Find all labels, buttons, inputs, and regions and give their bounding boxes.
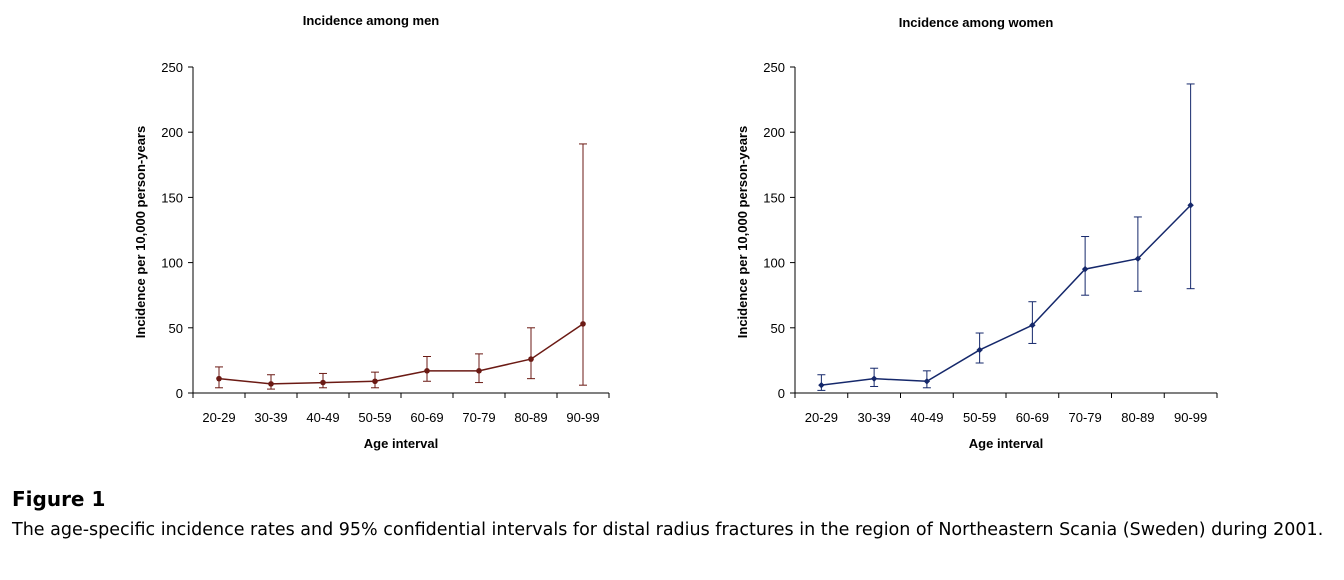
x-tick-label: 90-99	[1174, 410, 1207, 425]
x-tick-label: 80-89	[1121, 410, 1154, 425]
x-tick-label: 40-49	[306, 410, 339, 425]
x-axis-label: Age interval	[364, 436, 438, 451]
x-tick-label: 40-49	[910, 410, 943, 425]
y-tick-label: 250	[161, 60, 183, 75]
figure-caption: The age-specific incidence rates and 95%…	[12, 520, 1324, 540]
data-point	[528, 356, 534, 362]
y-tick-label: 0	[176, 386, 183, 401]
x-tick-label: 20-29	[805, 410, 838, 425]
data-point	[1134, 255, 1142, 262]
data-point	[818, 381, 825, 389]
x-tick-label: 60-69	[1016, 410, 1049, 425]
y-tick-label: 150	[161, 190, 183, 205]
figure-label: Figure 1	[12, 487, 106, 511]
data-point	[268, 381, 274, 387]
x-tick-label: 30-39	[254, 410, 287, 425]
y-tick-label: 100	[161, 256, 183, 271]
y-tick-label: 150	[763, 190, 785, 205]
x-tick-label: 70-79	[1069, 410, 1102, 425]
x-tick-label: 30-39	[858, 410, 891, 425]
x-tick-label: 20-29	[202, 410, 235, 425]
x-tick-label: 80-89	[514, 410, 547, 425]
data-point	[476, 368, 482, 374]
chart-title: Incidence among men	[303, 13, 440, 28]
x-tick-label: 70-79	[462, 410, 495, 425]
series-line	[218, 323, 584, 385]
chart-0: Incidence among men 0 50 100 150 200 250 20-29 3…	[133, 13, 610, 451]
series-line	[821, 204, 1192, 386]
x-tick-label: 50-59	[963, 410, 996, 425]
data-point	[424, 368, 430, 374]
x-tick-label: 60-69	[410, 410, 443, 425]
data-point	[320, 379, 326, 386]
x-axis-label: Age interval	[969, 436, 1043, 451]
chart-title: Incidence among women	[899, 15, 1054, 30]
y-tick-label: 50	[771, 321, 785, 336]
data-point	[372, 378, 378, 385]
data-point	[923, 378, 931, 385]
y-axis-label: Incidence per 10,000 person-years	[133, 126, 148, 338]
data-point	[1081, 265, 1089, 273]
figure-charts: Incidence among men 0 50 100 150 200 250 20-29 3…	[133, 13, 1218, 451]
y-tick-label: 250	[763, 60, 785, 75]
data-point	[1187, 202, 1194, 209]
y-tick-label: 100	[763, 256, 785, 271]
y-axis-label: Incidence per 10,000 person-years	[735, 126, 750, 338]
chart-1: Incidence among women 0 50 100 150 200 250 20-2…	[735, 15, 1218, 451]
data-point	[216, 375, 222, 382]
data-point	[580, 321, 586, 327]
y-tick-label: 0	[778, 386, 785, 401]
data-point	[1029, 321, 1036, 329]
y-tick-label: 200	[161, 125, 183, 140]
x-tick-label: 90-99	[566, 410, 599, 425]
x-tick-label: 50-59	[358, 410, 391, 425]
data-point	[870, 375, 878, 382]
data-point	[976, 346, 983, 354]
y-tick-label: 200	[763, 125, 785, 140]
y-tick-label: 50	[169, 321, 183, 336]
